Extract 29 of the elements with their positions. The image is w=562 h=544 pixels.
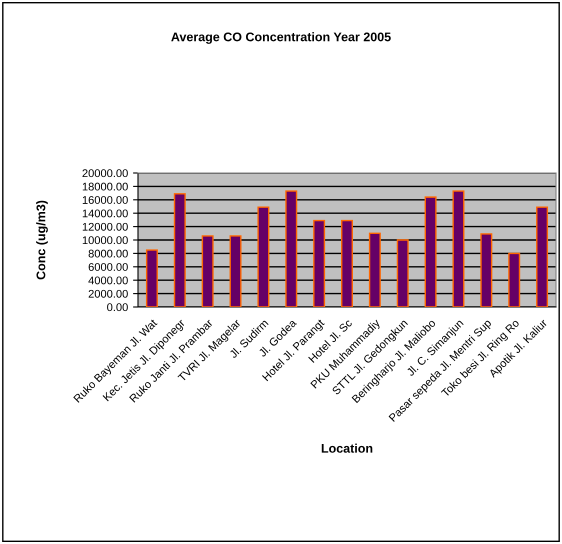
y-tick-label: 8000.00 xyxy=(88,250,128,258)
bar xyxy=(257,206,270,307)
bar xyxy=(424,196,437,307)
y-tick-label: 0.00 xyxy=(107,303,128,312)
bar xyxy=(146,249,158,307)
bar xyxy=(368,232,381,307)
bar xyxy=(202,235,214,307)
y-tick-label: 10000.00 xyxy=(82,236,128,244)
bar xyxy=(341,220,353,307)
bar xyxy=(174,193,186,307)
bar xyxy=(313,220,326,307)
y-tick-label: 4000.00 xyxy=(88,276,128,284)
bar xyxy=(285,190,298,307)
bar xyxy=(508,252,520,307)
y-tick-label: 16000.00 xyxy=(82,196,128,204)
bar xyxy=(452,190,464,307)
y-tick-label: 6000.00 xyxy=(88,263,128,271)
x-axis-title: Location xyxy=(322,444,372,453)
bar xyxy=(396,239,409,307)
y-tick-label: 14000.00 xyxy=(82,209,128,218)
bar xyxy=(480,233,492,307)
bar xyxy=(536,206,548,307)
bar xyxy=(230,235,242,307)
y-axis-title: Conc (ug/m3) xyxy=(36,200,48,280)
y-tick-label: 12000.00 xyxy=(82,222,128,231)
y-tick-label: 20000.00 xyxy=(82,169,128,178)
y-tick-label: 2000.00 xyxy=(88,290,128,298)
y-tick-label: 18000.00 xyxy=(82,182,128,191)
chart-title: Average CO Concentration Year 2005 xyxy=(171,32,391,44)
